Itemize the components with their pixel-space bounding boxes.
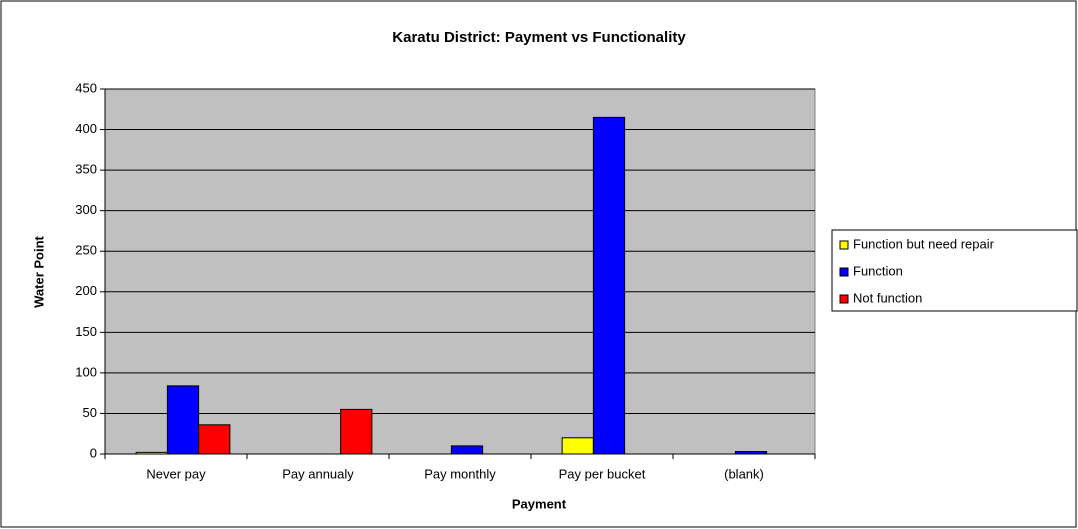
y-tick-label: 400 <box>75 121 97 136</box>
bar <box>450 445 484 455</box>
bar <box>166 385 200 455</box>
bar <box>734 451 768 455</box>
y-tick-label: 150 <box>75 324 97 339</box>
plot-area <box>104 88 816 455</box>
y-tick-label: 0 <box>90 445 97 460</box>
y-axis-title: Water Point <box>31 235 46 307</box>
bar <box>561 437 594 455</box>
bar <box>198 424 231 455</box>
legend-swatch <box>839 240 849 250</box>
x-tick-label: Pay annualy <box>282 466 354 481</box>
chart-title: Karatu District: Payment vs Functionalit… <box>392 29 686 46</box>
legend-label: Not function <box>853 290 922 305</box>
legend-box <box>831 229 1078 312</box>
legend-swatch <box>839 294 849 304</box>
x-tick-label: Never pay <box>146 466 206 481</box>
x-tick-label: Pay per bucket <box>559 466 646 481</box>
x-tick-label: Pay monthly <box>424 466 496 481</box>
x-axis-title: Payment <box>512 496 567 511</box>
y-tick-label: 100 <box>75 364 97 379</box>
y-tick-label: 50 <box>83 405 97 420</box>
legend-swatch <box>839 267 849 277</box>
bar <box>135 451 168 455</box>
bar <box>340 408 373 455</box>
y-tick-label: 350 <box>75 162 97 177</box>
legend-label: Function but need repair <box>853 236 995 251</box>
x-tick-label: (blank) <box>724 466 764 481</box>
y-tick-label: 450 <box>75 80 97 95</box>
y-tick-label: 250 <box>75 243 97 258</box>
legend-label: Function <box>853 263 903 278</box>
y-tick-label: 200 <box>75 283 97 298</box>
y-tick-label: 300 <box>75 202 97 217</box>
bar <box>592 116 626 455</box>
